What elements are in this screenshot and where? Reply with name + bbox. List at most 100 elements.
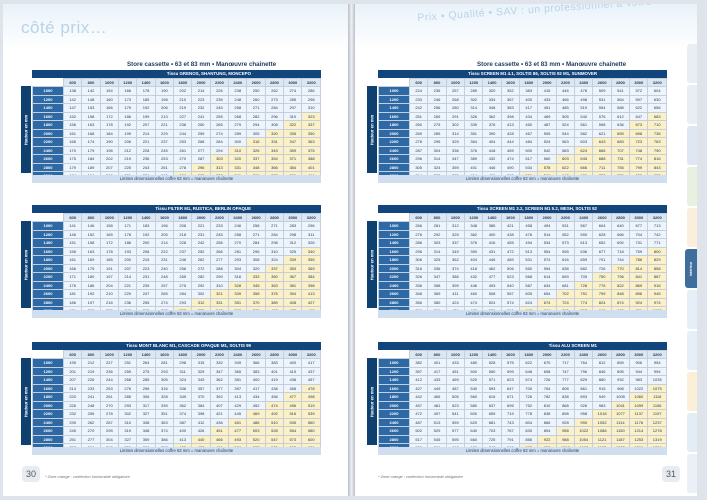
price-cell: 459	[500, 145, 521, 156]
width-header: 1800	[519, 212, 539, 223]
price-cell: 630	[647, 94, 667, 105]
price-cell: 241	[191, 111, 211, 122]
width-header: 1000	[445, 212, 466, 223]
price-cell-orange-zone: 922	[537, 434, 557, 445]
section-tab-active[interactable]: Intérieur	[685, 249, 697, 288]
price-cell: 861	[574, 383, 594, 394]
price-cell-orange-zone: 848	[610, 289, 631, 299]
price-cell: 597	[629, 94, 649, 105]
price-cell-orange-zone: 384	[301, 272, 321, 282]
price-cell: 413	[173, 434, 193, 445]
price-cell: 294	[246, 120, 266, 130]
book-gutter	[348, 4, 355, 496]
section-tab[interactable]	[687, 208, 697, 247]
width-header: 1000	[445, 77, 466, 88]
table-footer-note: Limites dimensionnelles coffre 63 mm = m…	[378, 175, 667, 184]
width-header: 2400	[228, 77, 248, 88]
price-cell-orange-zone: 814	[629, 263, 649, 274]
price-cell: 186	[118, 111, 138, 122]
width-header: 1600	[500, 77, 521, 88]
section-tab[interactable]	[687, 413, 697, 452]
price-cell: 534	[519, 162, 539, 173]
right-page: Prix • Qualité • SAV : un professionnel …	[355, 4, 697, 496]
price-cell: 417	[427, 366, 447, 377]
width-header: 2600	[246, 349, 266, 360]
section-tab[interactable]	[687, 290, 697, 329]
price-cell: 856	[519, 434, 539, 445]
width-header: 3000	[283, 212, 303, 223]
price-cell: 289	[228, 128, 248, 139]
height-header: 1200	[32, 366, 64, 377]
height-header: 1200	[378, 229, 410, 240]
price-cell: 219	[173, 103, 193, 113]
price-cell: 560	[464, 392, 484, 402]
table-row: 1800 161 169 185 200 215 231 246 262 277 293 308 324…	[32, 255, 321, 265]
price-cell: 268	[118, 375, 138, 385]
width-header: 3000	[283, 77, 303, 88]
price-cell: 701	[592, 255, 612, 265]
price-cell: 228	[173, 238, 193, 248]
price-cell: 418	[464, 263, 484, 274]
price-cell: 190	[154, 86, 175, 96]
price-cell: 311	[173, 366, 193, 377]
price-cell-orange-zone: 345	[246, 280, 266, 291]
height-header: 2000	[32, 128, 64, 139]
price-cell-orange-zone: 369	[301, 263, 321, 274]
price-cell: 698	[537, 366, 557, 377]
price-cell: 383	[500, 103, 521, 113]
price-cell: 266	[209, 246, 230, 257]
table-title: Tissu SCREEN M1 4.1, SOLTIS 86, SOLTIS 9…	[378, 70, 667, 78]
price-cell: 241	[81, 392, 101, 402]
price-cell-orange-zone: 1018	[592, 409, 612, 419]
height-axis-label: Hauteur en mm	[21, 86, 31, 174]
price-cell: 158	[81, 238, 101, 248]
section-tab[interactable]	[687, 372, 697, 411]
height-axis-label: Hauteur en mm	[367, 358, 377, 446]
price-cell: 165	[62, 137, 83, 147]
price-cell: 574	[500, 297, 521, 308]
price-cell: 493	[482, 280, 502, 291]
price-cell: 339	[154, 400, 175, 411]
price-cell: 326	[408, 272, 429, 282]
price-cell: 485	[555, 103, 576, 113]
price-cell: 255	[136, 297, 156, 308]
price-cell: 266	[408, 221, 429, 231]
price-cell: 265	[173, 272, 193, 282]
price-cell-orange-zone: 751	[574, 289, 594, 299]
price-cell: 624	[519, 297, 539, 308]
price-cell-orange-zone: 474	[264, 400, 285, 411]
price-cell: 226	[209, 86, 230, 96]
price-cell: 704	[629, 229, 649, 240]
price-cell: 269	[408, 128, 429, 139]
section-tab[interactable]	[687, 331, 697, 370]
price-cell-orange-zone: 401	[301, 162, 321, 173]
width-header: 3000	[629, 212, 649, 223]
price-cell: 287	[408, 145, 429, 156]
price-cell: 325	[445, 137, 466, 147]
section-tab[interactable]	[687, 44, 697, 83]
price-cell: 252	[191, 246, 211, 257]
price-cell: 258	[228, 229, 248, 240]
price-cell: 293	[228, 255, 248, 265]
price-cell-orange-zone: 331	[228, 162, 248, 173]
price-cell: 580	[464, 400, 484, 411]
width-header: 1200	[464, 77, 484, 88]
price-cell-orange-zone: 520	[246, 434, 266, 445]
section-tab[interactable]	[687, 454, 697, 493]
width-header: 1600	[154, 77, 175, 88]
price-cell: 446	[464, 280, 484, 291]
price-cell: 320	[246, 263, 266, 274]
section-tab[interactable]	[687, 126, 697, 165]
price-cell: 190	[99, 137, 120, 147]
price-cell: 274	[283, 86, 303, 96]
price-cell: 612	[610, 111, 631, 122]
section-tab[interactable]	[687, 85, 697, 124]
right-banner-slogan: Prix • Qualité • SAV : un professionnel …	[417, 4, 697, 24]
price-cell-orange-zone: 359	[283, 145, 303, 156]
price-cell-orange-zone: 313	[209, 162, 230, 173]
price-cell: 195	[62, 358, 83, 368]
section-tab[interactable]	[687, 167, 697, 206]
width-header: 600	[408, 77, 429, 88]
price-cell: 731	[629, 238, 649, 248]
price-cell: 487	[537, 120, 557, 130]
